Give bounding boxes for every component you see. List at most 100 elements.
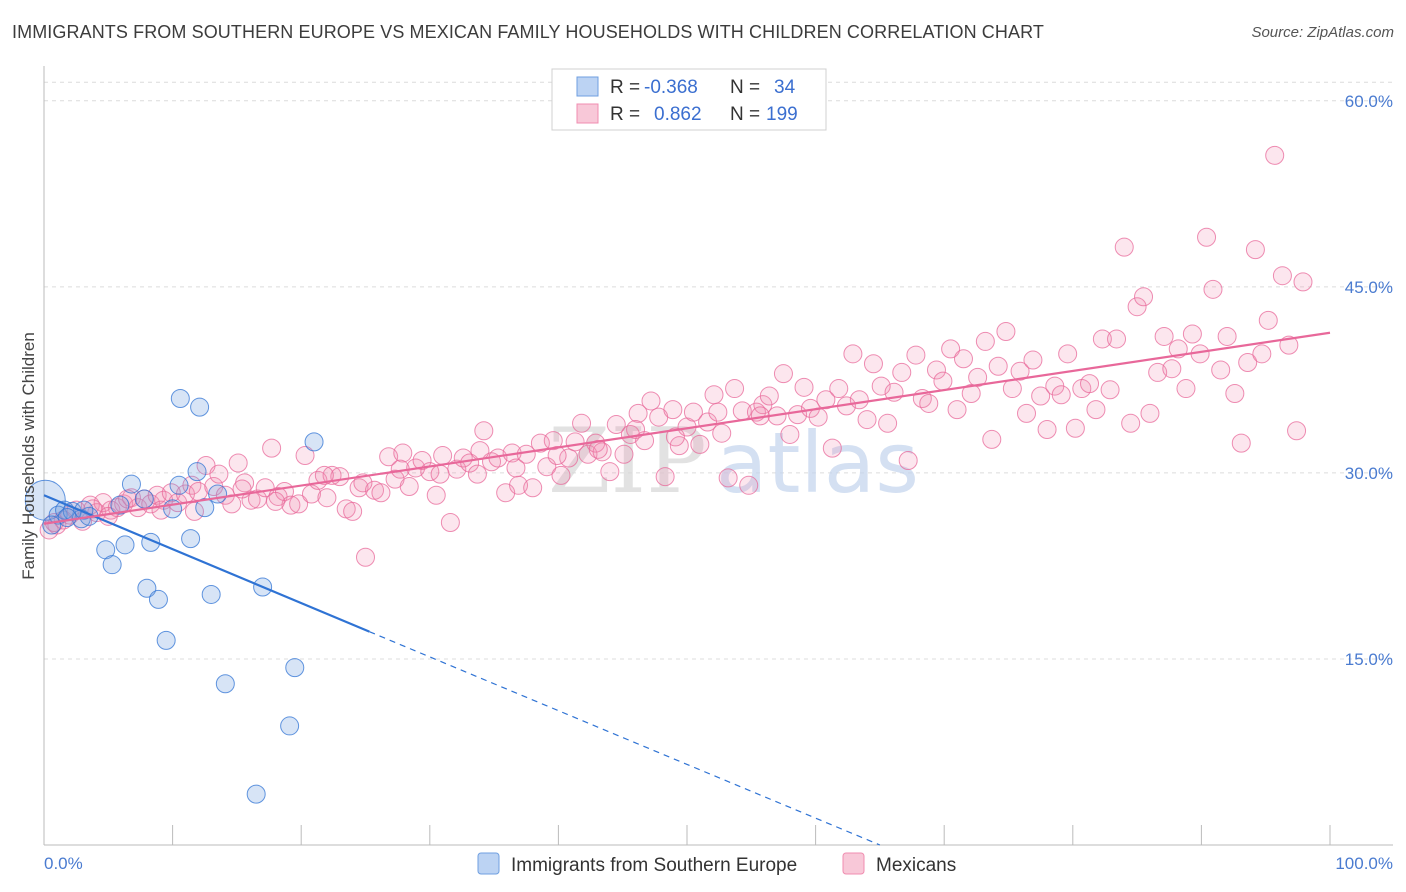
mexicans-point [773, 364, 793, 384]
mexicans-point [1231, 433, 1251, 453]
mexicans-point [1134, 287, 1154, 307]
chart-title: IMMIGRANTS FROM SOUTHERN EUROPE VS MEXIC… [12, 22, 1044, 42]
mexicans-point [1127, 297, 1147, 317]
mexicans-point [708, 402, 728, 422]
mexicans-point [857, 410, 877, 430]
mexicans-point [262, 438, 282, 458]
mexicans-point [1107, 329, 1127, 349]
mexicans-point [655, 467, 675, 487]
mexicans-point [794, 377, 814, 397]
mexicans-point [1279, 335, 1299, 355]
mexicans-point [1287, 421, 1307, 441]
source-label: Source: ZipAtlas.com [1251, 24, 1394, 41]
mexicans-point [228, 453, 248, 473]
mexicans-point [641, 391, 661, 411]
southern-europe-point [215, 674, 235, 694]
mexicans-point [626, 419, 646, 439]
southern-europe-point [156, 630, 176, 650]
southern-europe-point [115, 535, 135, 555]
mexicans-point [759, 386, 779, 406]
mexicans-point [356, 547, 375, 567]
legend-n-value-blue: 34 [774, 77, 796, 98]
mexicans-point [1051, 385, 1071, 405]
stats-legend: R = -0.368 N = 34 R = 0.862 N = 199 [551, 68, 827, 131]
mexicans-point [1086, 400, 1106, 420]
legend-n-value-pink: 199 [766, 104, 798, 125]
axes [43, 66, 1393, 846]
mexicans-point [1017, 403, 1037, 423]
mexicans-point [878, 413, 898, 433]
mexicans-point [1010, 361, 1030, 381]
southern-europe-trend-line [43, 494, 370, 633]
mexicans-point [628, 403, 648, 423]
mexicans-point [1252, 344, 1272, 364]
mexicans-point [572, 413, 592, 433]
legend-swatch-blue [576, 76, 599, 97]
mexicans-point [1065, 418, 1085, 438]
mexicans-point [996, 322, 1016, 342]
mexicans-point [399, 477, 419, 497]
mexicans-point [926, 360, 946, 380]
southern-europe-point [181, 529, 201, 549]
mexicans-point [317, 488, 337, 508]
legend-r-value-blue: -0.368 [644, 77, 698, 98]
legend-swatch-pink [576, 103, 599, 124]
mexicans-point [941, 339, 961, 359]
mexicans-point [892, 362, 912, 382]
southern-europe-point [137, 578, 157, 598]
southern-europe-point [163, 499, 183, 519]
series-legend-swatch-pink [842, 852, 865, 875]
mexicans-point [1225, 384, 1245, 404]
mexicans-point [780, 424, 800, 444]
mexicans-point [1162, 359, 1182, 379]
legend-r-label-blue: R = [610, 77, 640, 98]
y-tick-label: 45.0% [1345, 278, 1393, 297]
mexicans-point [1031, 386, 1051, 406]
southern-europe-point [187, 462, 207, 482]
mexicans-point [933, 371, 953, 391]
series-legend: Immigrants from Southern Europe Mexicans [477, 852, 956, 876]
mexicans-point [690, 434, 710, 454]
southern-europe-point [121, 474, 141, 494]
mexicans-trend-line [43, 331, 1331, 525]
mexicans-point [1245, 240, 1265, 260]
southern-europe-point [201, 584, 221, 604]
southern-europe-point [280, 716, 300, 736]
mexicans-point [906, 345, 926, 365]
mexicans-point [147, 485, 167, 505]
mexicans-point [704, 385, 724, 405]
southern-europe-point [42, 515, 62, 535]
mexicans-point [1203, 279, 1223, 299]
mexicans-point [961, 384, 981, 404]
trend-lines [43, 331, 1331, 846]
y-tick-label: 60.0% [1345, 92, 1393, 111]
southern-europe-point [134, 489, 154, 509]
y-tick-label: 15.0% [1345, 650, 1393, 669]
mexicans-point [863, 354, 883, 374]
mexicans-point [474, 421, 494, 441]
southern-europe-point [304, 432, 324, 452]
mexicans-point [1293, 272, 1313, 292]
mexicans-point [1080, 374, 1100, 394]
mexicans-point [663, 400, 683, 420]
southern-europe-point [102, 555, 122, 575]
mexicans-point [314, 465, 334, 485]
mexicans-point [281, 495, 301, 515]
y-tick-labels: 15.0% 30.0% 45.0% 60.0% [1345, 92, 1393, 669]
mexicans-point [1211, 360, 1231, 380]
mexicans-point [289, 494, 309, 514]
mexicans-point [1258, 310, 1278, 330]
mexicans-point [1217, 326, 1237, 346]
x-tick-label-min: 0.0% [44, 854, 83, 873]
mexicans-point [1140, 403, 1160, 423]
southern-europe-point [148, 589, 168, 609]
legend-n-label-pink: N = [730, 104, 760, 125]
series-legend-swatch-blue [477, 852, 500, 875]
series-legend-label-pink: Mexicans [876, 855, 956, 876]
legend-r-value-pink: 0.862 [654, 104, 702, 125]
mexicans-point [578, 444, 598, 464]
gridlines [44, 81, 1393, 660]
mexicans-point [822, 438, 842, 458]
mexicans-point [849, 390, 869, 410]
